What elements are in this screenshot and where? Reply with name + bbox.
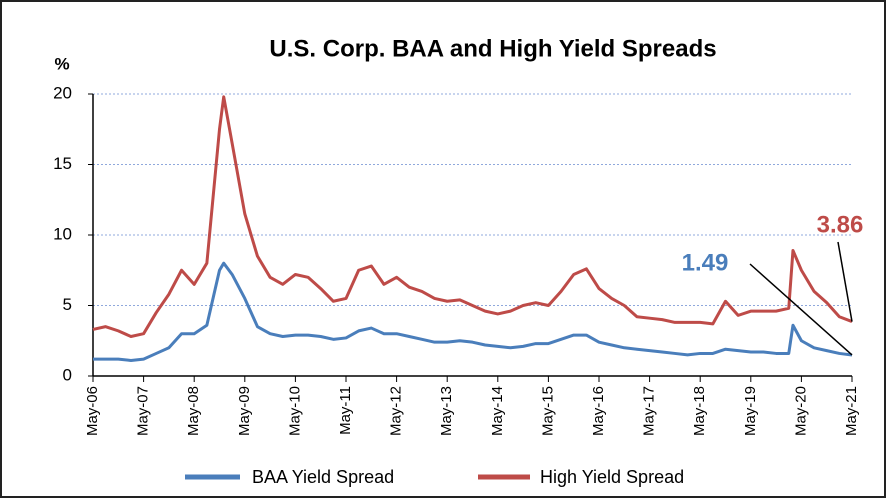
x-tick-label: May-08 [185, 386, 202, 436]
x-tick-label: May-14 [489, 386, 506, 436]
y-tick-label: 20 [53, 83, 72, 102]
x-tick-label: May-18 [691, 386, 708, 436]
x-tick-label: May-21 [843, 386, 860, 436]
legend-label: High Yield Spread [540, 467, 684, 487]
x-tick-label: May-11 [337, 386, 354, 435]
x-tick-label: May-16 [590, 386, 607, 436]
x-tick-label: May-15 [539, 386, 556, 436]
annotation: 1.49 [682, 249, 729, 276]
x-tick-label: May-20 [792, 386, 809, 436]
series-line [92, 95, 853, 339]
legend-label: BAA Yield Spread [252, 467, 394, 487]
x-tick-label: May-19 [742, 386, 759, 436]
y-tick-label: 5 [63, 295, 72, 314]
y-tick-label: 0 [63, 365, 72, 384]
annotation: 3.86 [817, 211, 864, 238]
chart-title: U.S. Corp. BAA and High Yield Spreads [269, 35, 716, 62]
x-tick-label: May-17 [641, 386, 658, 436]
series-line [93, 261, 853, 362]
x-tick-label: May-12 [388, 386, 405, 436]
x-tick-label: May-06 [84, 386, 101, 436]
y-tick-label: 15 [53, 154, 72, 173]
annotation-leader [837, 241, 853, 322]
y-axis-label: % [54, 54, 69, 73]
y-tick-label: 10 [53, 224, 72, 243]
annotation-leader [749, 263, 853, 356]
x-tick-label: May-13 [438, 386, 455, 436]
x-tick-label: May-07 [135, 386, 152, 436]
x-tick-label: May-10 [286, 386, 303, 436]
x-tick-label: May-09 [236, 386, 253, 436]
